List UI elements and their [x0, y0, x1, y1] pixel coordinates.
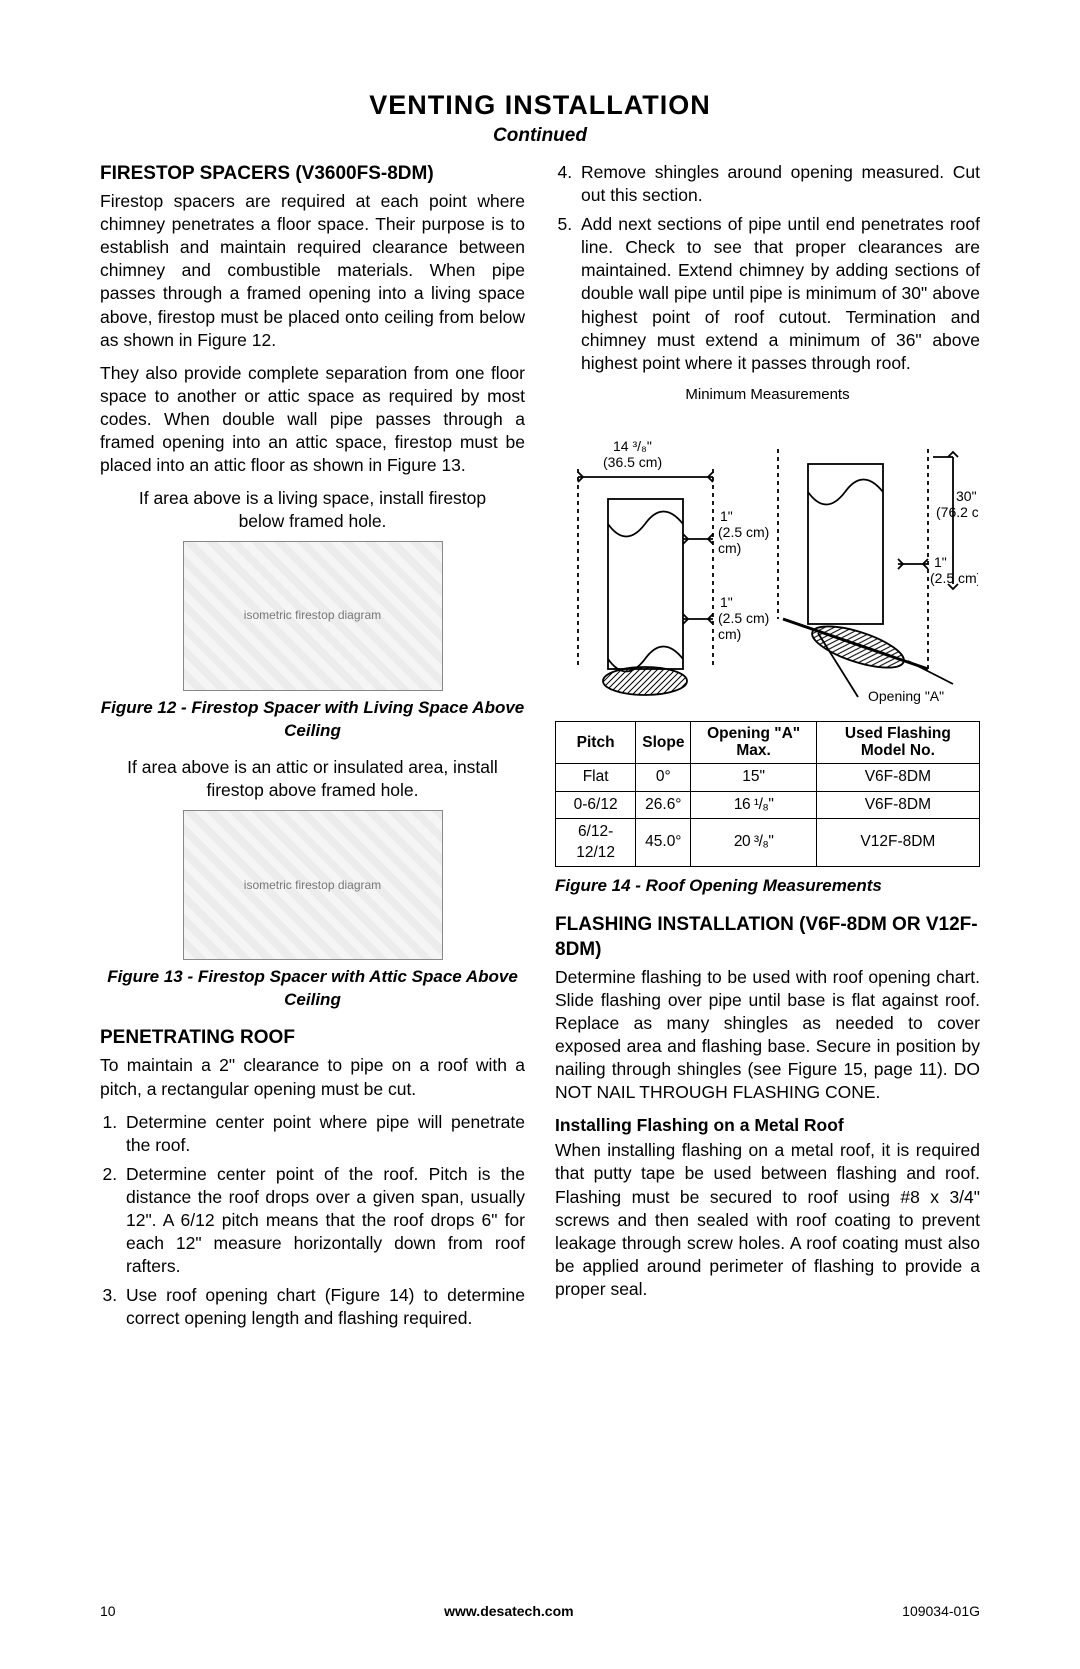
list-item: Add next sections of pipe until end pene…: [577, 213, 980, 375]
table-row: 0-6/12 26.6° 16 ¹/₈" V6F-8DM: [556, 791, 980, 818]
dim-gap3-cm: (2.5 cm): [930, 570, 978, 586]
dim-gap3: 1": [934, 554, 947, 570]
dim-gap2-cm: (2.5 cm): [718, 610, 769, 626]
th-pitch: Pitch: [556, 721, 636, 764]
page-footer: 10 www.desatech.com 109034-01G: [100, 1603, 980, 1619]
figure-14-diagram: Minimum Measurements: [555, 385, 980, 709]
figure-12-image: isometric firestop diagram: [183, 541, 443, 691]
dim-gap1-cm2: cm): [718, 540, 741, 556]
pitch-table: Pitch Slope Opening "A" Max. Used Flashi…: [555, 721, 980, 867]
dim-width: 14 ³/₈": [613, 438, 652, 454]
dim-gap2-cm2: cm): [718, 626, 741, 642]
roof-diagram-svg: 14 ³/₈" (36.5 cm) 1" (2.5 cm) cm) 1" (2.…: [558, 409, 978, 709]
right-column: Remove shingles around opening measured.…: [555, 161, 980, 1340]
list-item: Remove shingles around opening measured.…: [577, 161, 980, 207]
left-column: FIRESTOP SPACERS (V3600FS-8DM) Firestop …: [100, 161, 525, 1340]
list-item: Determine center point of the roof. Pitc…: [122, 1163, 525, 1278]
footer-url: www.desatech.com: [444, 1603, 573, 1619]
doc-number: 109034-01G: [902, 1603, 980, 1619]
opening-a-label: Opening "A": [868, 688, 944, 704]
table-row: 6/12- 12/12 45.0° 20 ³/₈" V12F-8DM: [556, 819, 980, 867]
penetrating-roof-intro: To maintain a 2" clearance to pipe on a …: [100, 1054, 525, 1100]
dim-height-cm: (76.2 cm): [936, 504, 978, 520]
flashing-para: Determine flashing to be used with roof …: [555, 966, 980, 1105]
content-columns: FIRESTOP SPACERS (V3600FS-8DM) Firestop …: [100, 161, 980, 1340]
figure-14-caption: Figure 14 - Roof Opening Measurements: [555, 875, 980, 897]
list-item: Determine center point where pipe will p…: [122, 1111, 525, 1157]
firestop-para-2: They also provide complete separation fr…: [100, 362, 525, 477]
metal-roof-para: When installing flashing on a metal roof…: [555, 1139, 980, 1301]
page-title: VENTING INSTALLATION: [100, 90, 980, 121]
table-row: Flat 0° 15" V6F-8DM: [556, 764, 980, 791]
th-opening: Opening "A" Max.: [691, 721, 816, 764]
dim-height: 30": [956, 488, 977, 504]
th-slope: Slope: [636, 721, 691, 764]
figure-12-caption: Figure 12 - Firestop Spacer with Living …: [100, 697, 525, 742]
page-number: 10: [100, 1603, 116, 1619]
dim-gap1: 1": [720, 508, 733, 524]
metal-roof-subhead: Installing Flashing on a Metal Roof: [555, 1114, 980, 1137]
dim-width-cm: (36.5 cm): [603, 454, 662, 470]
continued-label: Continued: [100, 125, 980, 147]
penetrating-roof-steps: Determine center point where pipe will p…: [122, 1111, 525, 1331]
attic-note: If area above is an attic or insulated a…: [120, 756, 505, 802]
penetrating-roof-heading: PENETRATING ROOF: [100, 1025, 525, 1050]
flashing-heading: FLASHING INSTALLATION (V6F-8DM OR V12F-8…: [555, 912, 980, 962]
firestop-heading: FIRESTOP SPACERS (V3600FS-8DM): [100, 161, 525, 186]
penetrating-roof-steps-cont: Remove shingles around opening measured.…: [577, 161, 980, 375]
figure-13-caption: Figure 13 - Firestop Spacer with Attic S…: [100, 966, 525, 1011]
living-space-note: If area above is a living space, install…: [120, 487, 505, 533]
dim-gap1-cm: (2.5 cm): [718, 524, 769, 540]
dim-gap2: 1": [720, 594, 733, 610]
figure-13-image: isometric firestop diagram: [183, 810, 443, 960]
minimum-measurements-label: Minimum Measurements: [555, 385, 980, 405]
list-item: Use roof opening chart (Figure 14) to de…: [122, 1284, 525, 1330]
th-model: Used Flashing Model No.: [816, 721, 979, 764]
firestop-para-1: Firestop spacers are required at each po…: [100, 190, 525, 352]
